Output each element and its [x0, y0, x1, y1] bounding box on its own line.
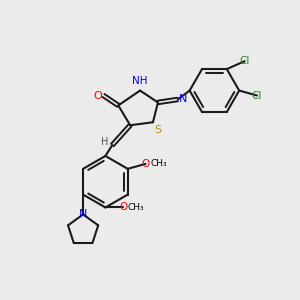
Text: O: O [93, 91, 102, 100]
Text: O: O [119, 202, 128, 212]
Text: CH₃: CH₃ [150, 159, 167, 168]
Text: O: O [141, 159, 150, 169]
Text: H: H [101, 137, 108, 147]
Text: Cl: Cl [252, 91, 262, 100]
Text: N: N [178, 94, 187, 104]
Text: NH: NH [132, 76, 148, 85]
Text: S: S [154, 125, 161, 135]
Text: CH₃: CH₃ [128, 203, 144, 212]
Text: Cl: Cl [239, 56, 250, 66]
Text: N: N [79, 209, 87, 219]
